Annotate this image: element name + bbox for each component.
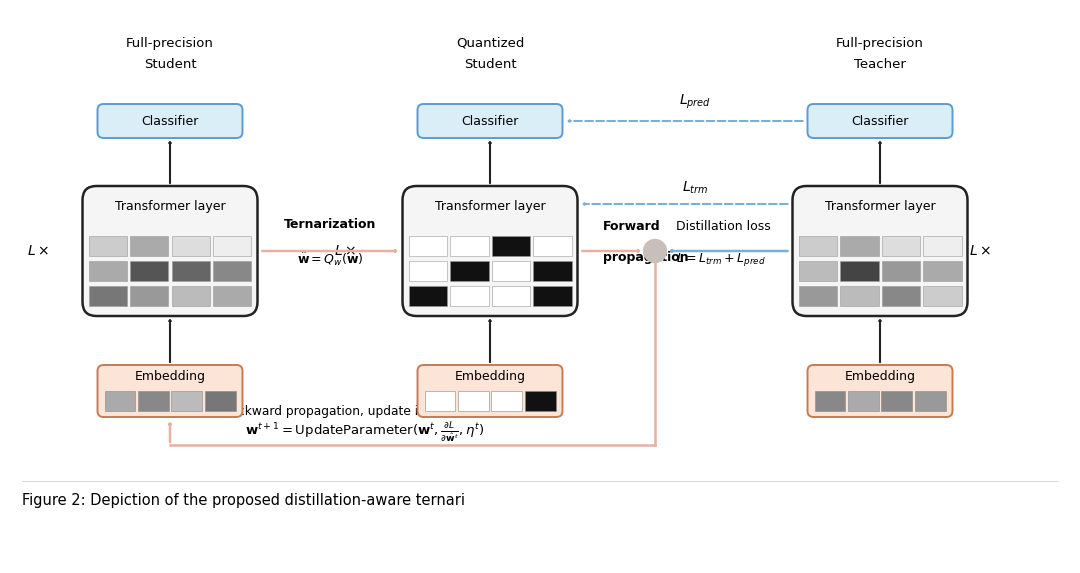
Bar	[130, 286, 168, 306]
Bar	[172, 391, 202, 411]
Text: Full-precision: Full-precision	[126, 37, 214, 49]
Bar	[172, 236, 210, 256]
Text: Embedding: Embedding	[455, 370, 526, 383]
Text: Teacher: Teacher	[854, 58, 906, 72]
Bar	[534, 286, 571, 306]
Bar	[450, 286, 488, 306]
Bar	[881, 391, 913, 411]
Bar	[138, 391, 168, 411]
Bar	[923, 261, 961, 281]
Text: Classifier: Classifier	[851, 115, 908, 128]
Text: $L \times$: $L \times$	[334, 244, 356, 258]
Bar	[840, 286, 878, 306]
Bar	[213, 261, 252, 281]
Bar	[798, 261, 837, 281]
Text: Forward: Forward	[603, 220, 660, 233]
Bar	[798, 236, 837, 256]
Bar	[881, 286, 920, 306]
Text: Embedding: Embedding	[135, 370, 205, 383]
Bar	[491, 261, 530, 281]
Text: Transformer layer: Transformer layer	[434, 200, 545, 213]
Bar	[915, 391, 945, 411]
FancyBboxPatch shape	[82, 186, 257, 316]
FancyBboxPatch shape	[97, 104, 243, 138]
Text: Student: Student	[144, 58, 197, 72]
Text: $L \times$: $L \times$	[969, 244, 991, 258]
Bar	[525, 391, 555, 411]
Text: Distillation loss: Distillation loss	[676, 220, 771, 233]
Bar	[213, 286, 252, 306]
Bar	[450, 236, 488, 256]
Bar	[172, 286, 210, 306]
Text: $L_{pred}$: $L_{pred}$	[679, 93, 711, 111]
Text: $\mathbf{w}^{t+1} = \mathrm{UpdateParameter}(\mathbf{w}^t, \frac{\partial L}{\pa: $\mathbf{w}^{t+1} = \mathrm{UpdateParame…	[245, 421, 485, 445]
Bar	[105, 391, 135, 411]
Bar	[172, 261, 210, 281]
Text: Quantized: Quantized	[456, 37, 524, 49]
FancyBboxPatch shape	[418, 104, 563, 138]
Text: Figure 2: Depiction of the proposed distillation-aware ternari: Figure 2: Depiction of the proposed dist…	[22, 493, 465, 508]
Text: $L = L_{trm} + L_{pred}$: $L = L_{trm} + L_{pred}$	[676, 251, 766, 268]
Bar	[491, 391, 522, 411]
FancyBboxPatch shape	[97, 365, 243, 417]
Bar	[89, 286, 127, 306]
Bar	[534, 261, 571, 281]
FancyBboxPatch shape	[403, 186, 578, 316]
Bar	[130, 236, 168, 256]
Bar	[491, 286, 530, 306]
Text: Transformer layer: Transformer layer	[825, 200, 935, 213]
Bar	[534, 236, 571, 256]
Bar	[923, 236, 961, 256]
Bar	[130, 261, 168, 281]
Bar	[491, 236, 530, 256]
Bar	[408, 261, 447, 281]
Bar	[450, 261, 488, 281]
Text: $L \times$: $L \times$	[27, 244, 49, 258]
Text: Backward propagation, update in full-precision: Backward propagation, update in full-pre…	[221, 405, 509, 418]
Bar	[881, 261, 920, 281]
Bar	[424, 391, 456, 411]
Bar	[840, 236, 878, 256]
Text: $L_{trm}$: $L_{trm}$	[681, 179, 708, 196]
Bar	[881, 236, 920, 256]
Bar	[408, 236, 447, 256]
Text: Ternarization: Ternarization	[284, 218, 376, 231]
Text: Classifier: Classifier	[461, 115, 518, 128]
Text: Student: Student	[463, 58, 516, 72]
Text: Embedding: Embedding	[845, 370, 916, 383]
FancyBboxPatch shape	[808, 104, 953, 138]
FancyBboxPatch shape	[808, 365, 953, 417]
Bar	[848, 391, 879, 411]
Bar	[213, 236, 252, 256]
Circle shape	[644, 240, 666, 262]
Text: propagation: propagation	[603, 251, 688, 264]
Bar	[923, 286, 961, 306]
Text: Transformer layer: Transformer layer	[114, 200, 226, 213]
Text: Full-precision: Full-precision	[836, 37, 923, 49]
FancyBboxPatch shape	[793, 186, 968, 316]
Bar	[458, 391, 489, 411]
Bar	[814, 391, 846, 411]
Bar	[89, 236, 127, 256]
Bar	[89, 261, 127, 281]
Text: Classifier: Classifier	[141, 115, 199, 128]
Bar	[798, 286, 837, 306]
Bar	[204, 391, 235, 411]
Bar	[408, 286, 447, 306]
Text: $\hat{\mathbf{w}} = Q_w(\mathbf{w})$: $\hat{\mathbf{w}} = Q_w(\mathbf{w})$	[297, 250, 363, 268]
Bar	[840, 261, 878, 281]
FancyBboxPatch shape	[418, 365, 563, 417]
